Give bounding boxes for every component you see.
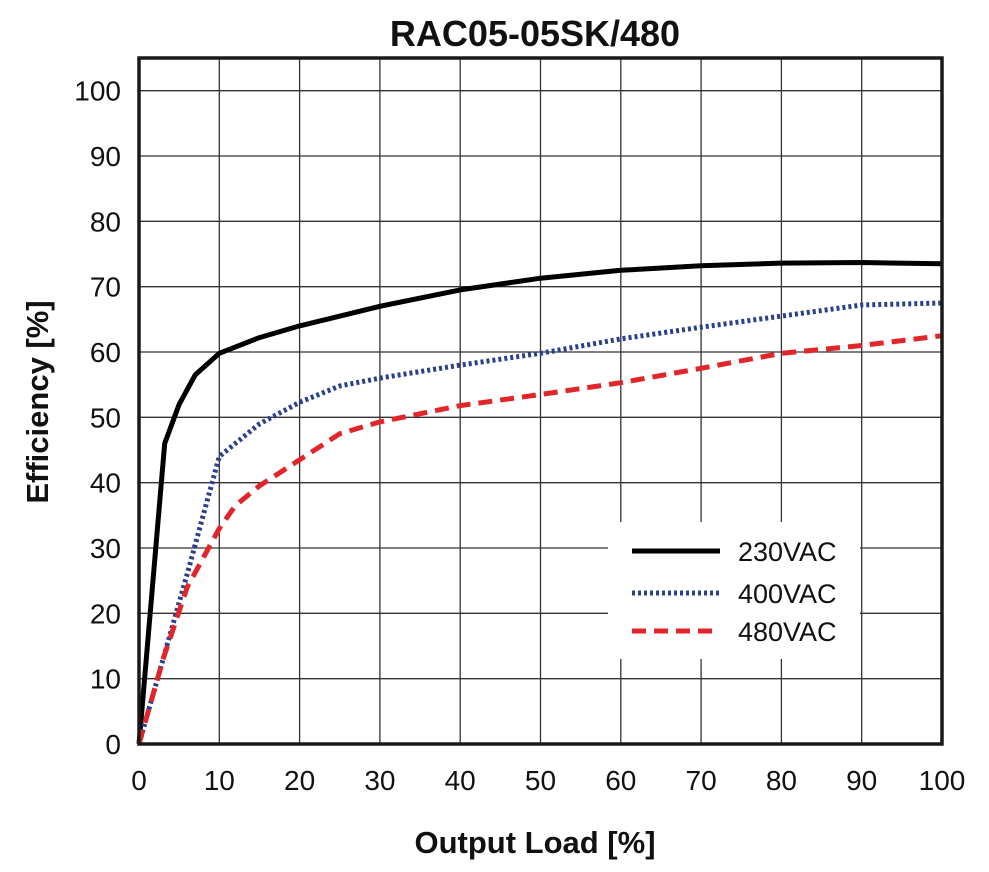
legend: 230VAC 400VAC 480VAC (608, 522, 860, 659)
x-tick-label: 90 (846, 765, 877, 796)
series-line-230vac (136, 260, 943, 745)
chart-title: RAC05-05SK/480 (390, 13, 680, 54)
x-tick-label: 50 (525, 765, 556, 796)
y-tick-label: 90 (90, 141, 121, 172)
x-tick-label: 20 (284, 765, 315, 796)
x-tick-label: 80 (766, 765, 797, 796)
x-tick-label: 30 (364, 765, 395, 796)
x-axis-title: Output Load [%] (414, 825, 655, 860)
legend-label-480vac: 480VAC (738, 617, 837, 647)
y-tick-label: 30 (90, 533, 121, 564)
x-tick-label: 10 (204, 765, 235, 796)
x-tick-labels: 0 10 20 30 40 50 60 70 80 90 100 (131, 765, 965, 796)
y-axis-title: Efficiency [%] (20, 300, 55, 503)
x-tick-label: 100 (919, 765, 966, 796)
y-tick-label: 80 (90, 206, 121, 237)
x-tick-label: 0 (131, 765, 147, 796)
legend-label-230vac: 230VAC (738, 537, 837, 567)
x-tick-label: 70 (686, 765, 717, 796)
y-tick-label: 100 (74, 76, 121, 107)
y-tick-label: 20 (90, 598, 121, 629)
y-tick-label: 70 (90, 272, 121, 303)
y-tick-label: 40 (90, 468, 121, 499)
x-tick-label: 40 (445, 765, 476, 796)
y-tick-labels: 0 10 20 30 40 50 60 70 80 90 100 (74, 76, 121, 760)
y-tick-label: 10 (90, 664, 121, 695)
x-tick-label: 60 (605, 765, 636, 796)
series-lines (136, 260, 943, 745)
y-tick-label: 0 (105, 729, 121, 760)
series-line-480vac (136, 333, 943, 745)
y-tick-label: 60 (90, 337, 121, 368)
plot-frame (137, 56, 944, 746)
legend-label-400vac: 400VAC (738, 579, 837, 609)
y-tick-label: 50 (90, 402, 121, 433)
